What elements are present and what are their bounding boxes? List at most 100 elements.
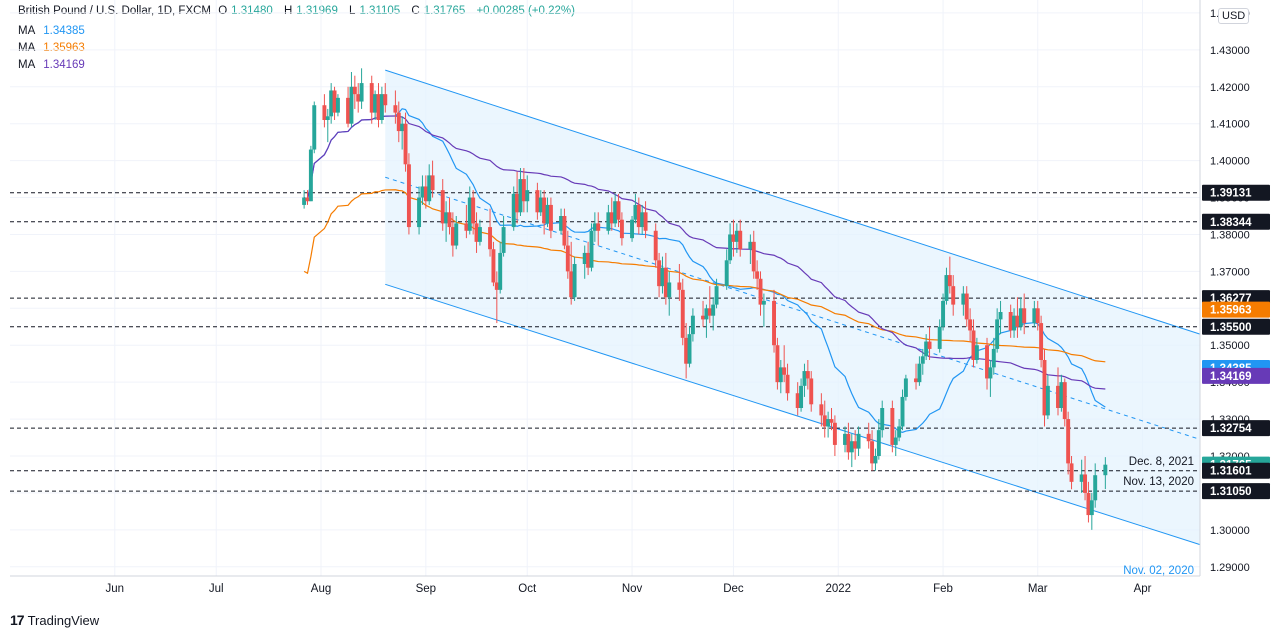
candle-body	[660, 267, 665, 287]
price-label-bg	[1202, 483, 1270, 500]
candle-body	[724, 260, 729, 287]
candle-body	[535, 190, 540, 213]
price-label: 1.32754	[1210, 423, 1252, 435]
price-label: 1.34169	[1210, 371, 1252, 383]
candle-body	[430, 175, 435, 191]
candle-body	[731, 234, 736, 242]
x-tick-label: Jul	[209, 583, 224, 595]
x-tick-label: Sep	[416, 583, 436, 595]
candle-body	[373, 94, 378, 113]
candle-body	[1032, 308, 1037, 324]
candle-body	[751, 241, 756, 272]
candle-body	[511, 193, 516, 228]
candle-body	[680, 289, 685, 338]
candle-body	[308, 149, 313, 202]
candle-body	[778, 367, 783, 383]
candle-body	[609, 212, 614, 224]
candle-body	[619, 219, 624, 239]
candle-body	[1079, 474, 1084, 482]
candle-body	[704, 308, 709, 320]
candle-body	[971, 330, 976, 360]
candle-body	[586, 252, 591, 268]
candle-body	[488, 227, 493, 250]
candle-body	[447, 212, 452, 228]
candle-body	[302, 197, 307, 205]
candle-body	[941, 300, 946, 327]
candle-body	[903, 378, 908, 397]
candle-body	[1018, 308, 1023, 327]
candle-body	[545, 204, 550, 224]
candle-body	[369, 83, 374, 113]
candle-body	[657, 260, 662, 287]
x-tick-label: Mar	[1028, 583, 1048, 595]
currency-button[interactable]: USD	[1218, 8, 1250, 24]
y-tick-label: 1.37000	[1210, 266, 1250, 278]
candle-body	[924, 341, 929, 357]
candle-body	[772, 300, 777, 346]
x-tick-label: Oct	[518, 583, 537, 595]
candle-body	[1035, 308, 1040, 324]
candle-body	[349, 86, 354, 124]
price-label-bg	[1202, 318, 1270, 335]
regression-channel	[385, 70, 1200, 545]
price-label-bg	[1202, 367, 1270, 384]
candle-body	[1045, 385, 1050, 416]
annotation-label: Nov. 02, 2020	[1123, 565, 1194, 577]
candle-body	[734, 230, 739, 242]
candle-body	[822, 415, 827, 427]
candle-body	[464, 223, 469, 231]
candle-body	[616, 201, 621, 220]
candle-body	[995, 319, 1000, 349]
price-label: 1.39131	[1210, 188, 1252, 200]
candle-body	[870, 441, 875, 464]
y-tick-label: 1.29000	[1210, 562, 1250, 574]
ma-legend-2[interactable]: MA 1.35963	[18, 42, 85, 54]
candle-body	[843, 433, 847, 445]
candle-body	[873, 456, 878, 464]
candle-body	[538, 197, 543, 213]
candle-body	[1086, 492, 1091, 516]
candle-body	[927, 341, 932, 349]
annotation-label: Nov. 13, 2020	[1123, 476, 1194, 488]
candle-body	[427, 175, 432, 202]
ma-legend-3[interactable]: MA 1.34169	[18, 59, 85, 71]
candle-body	[856, 433, 861, 449]
candle-body	[562, 216, 567, 246]
candle-body	[525, 190, 530, 202]
tradingview-logo[interactable]: 17 TradingView	[10, 612, 99, 628]
price-label-bg	[1202, 462, 1270, 479]
candle-body	[687, 334, 692, 364]
candle-body	[633, 204, 638, 220]
price-label-bg	[1202, 420, 1270, 437]
ma-legend-1[interactable]: MA 1.34385	[18, 25, 85, 37]
candle-body	[454, 223, 459, 246]
candle-body	[951, 286, 956, 305]
candle-body	[356, 94, 361, 102]
candle-body	[406, 164, 411, 228]
candle-body	[335, 97, 340, 113]
candle-body	[829, 419, 834, 423]
candle-body	[1093, 475, 1098, 501]
candle-body	[640, 212, 645, 228]
candle-body	[991, 348, 996, 368]
candle-body	[417, 197, 422, 228]
candle-body	[305, 197, 310, 202]
candle-body	[707, 308, 712, 316]
candle-body	[420, 186, 425, 198]
channel-upper-line	[385, 69, 1201, 335]
candle-body	[630, 219, 635, 239]
candle-body	[501, 227, 506, 253]
candle-body	[893, 437, 898, 445]
candle-body	[677, 282, 682, 290]
candle-body	[359, 83, 364, 102]
candle-body	[799, 385, 804, 408]
candle-body	[832, 422, 837, 445]
candle-body	[985, 345, 989, 379]
y-tick-label: 1.40000	[1210, 156, 1250, 168]
candle-body	[1022, 308, 1027, 324]
candle-body	[775, 345, 780, 383]
price-label-bg	[1202, 301, 1270, 318]
candle-body	[467, 197, 472, 231]
